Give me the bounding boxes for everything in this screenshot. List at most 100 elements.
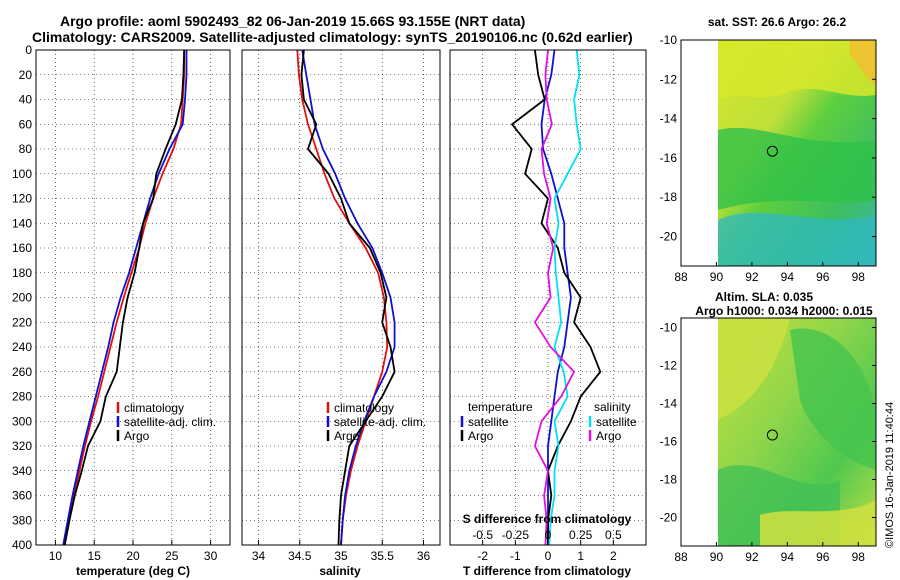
x-tick-label: 20 bbox=[126, 549, 140, 563]
top-tick-label: -0.25 bbox=[502, 528, 530, 542]
legend-label-argo: Argo bbox=[334, 429, 360, 443]
x-tick-label: 34 bbox=[252, 549, 266, 563]
sla-argo-marker bbox=[766, 429, 778, 441]
sst-orange-patch bbox=[850, 40, 876, 85]
salinity-panel: 34 34.5 35 35.5 36 salinity climatology sate… bbox=[241, 49, 441, 578]
map-y-tick-label: -16 bbox=[660, 151, 678, 165]
sst-map-panel: sat. SST: 26.6 Argo: 26.2 88 90 92 94 96 98 -1… bbox=[660, 15, 877, 284]
map-y-tick-label: -18 bbox=[660, 473, 678, 487]
map-y-tick-label: -12 bbox=[660, 359, 678, 373]
map-y-tick-label: -18 bbox=[660, 190, 678, 204]
temperature-series bbox=[62, 49, 188, 546]
legend-label-climatology: climatology bbox=[124, 401, 184, 415]
sst-warm-patch bbox=[718, 40, 876, 100]
series-line-salinity-satellite bbox=[548, 49, 582, 546]
legend-label-t-argo: Argo bbox=[468, 429, 494, 443]
difference-series bbox=[510, 49, 602, 546]
top-tick-label: -0.5 bbox=[472, 528, 493, 542]
sst-cool-patch bbox=[718, 212, 876, 266]
sla-map-ticks: 88 90 92 94 96 98 -10 -12 -14 -16 -18 -20 bbox=[660, 321, 876, 564]
x-tick-label: 35 bbox=[334, 549, 348, 563]
y-tick-label: 60 bbox=[19, 117, 33, 131]
map-x-tick-label: 92 bbox=[745, 270, 759, 284]
x-tick-label: 0 bbox=[545, 549, 552, 563]
y-tick-label: 240 bbox=[12, 340, 32, 354]
y-tick-label: 380 bbox=[12, 513, 32, 527]
figure-title-line2: Climatology: CARS2009. Satellite-adjuste… bbox=[32, 29, 633, 45]
difference-panel: -2 -1 0 1 2 -0.5 -0.25 0 0.25 0.5 S difference f… bbox=[449, 49, 647, 578]
map-x-tick-label: 96 bbox=[816, 270, 830, 284]
sla-map-panel: Altim. SLA: 0.035 Argo h1000: 0.034 h200… bbox=[660, 290, 877, 564]
map-x-tick-label: 98 bbox=[852, 550, 866, 564]
y-tick-label: 200 bbox=[12, 291, 32, 305]
sla-bottom-yellow bbox=[760, 500, 876, 546]
legend-label-satellite: satellite-adj. clim. bbox=[124, 415, 216, 429]
y-tick-label: 0 bbox=[25, 43, 32, 57]
temperature-grid bbox=[36, 49, 230, 546]
figure-title-line1: Argo profile: aoml 5902493_82 06-Jan-201… bbox=[60, 13, 525, 29]
series-line-salinity-argo bbox=[533, 49, 576, 546]
legend-label-climatology: climatology bbox=[334, 401, 394, 415]
map-x-tick-label: 92 bbox=[745, 550, 759, 564]
map-y-tick-label: -10 bbox=[660, 33, 678, 47]
top-tick-label: 0.5 bbox=[605, 528, 622, 542]
map-y-tick-label: -14 bbox=[660, 112, 678, 126]
series-line-temperature-satellite bbox=[540, 49, 572, 545]
map-x-tick-label: 90 bbox=[710, 550, 724, 564]
y-tick-label: 360 bbox=[12, 489, 32, 503]
legend-label-s-argo: Argo bbox=[596, 429, 622, 443]
x-tick-label: 35.5 bbox=[371, 549, 395, 563]
y-tick-label: 80 bbox=[19, 142, 33, 156]
y-tick-label: 180 bbox=[12, 266, 32, 280]
y-tick-label: 340 bbox=[12, 464, 32, 478]
sst-green-band bbox=[718, 127, 876, 210]
legend-label-s-satellite: satellite bbox=[596, 415, 637, 429]
temperature-x-label: temperature (deg C) bbox=[76, 564, 190, 578]
t-difference-label: T difference from climatology bbox=[463, 564, 631, 578]
y-tick-label: 120 bbox=[12, 192, 32, 206]
map-y-tick-label: -16 bbox=[660, 435, 678, 449]
y-tick-label: 300 bbox=[12, 414, 32, 428]
y-tick-label: 280 bbox=[12, 390, 32, 404]
x-tick-label: 25 bbox=[165, 549, 179, 563]
sst-map-frame bbox=[680, 39, 877, 267]
map-x-tick-label: 98 bbox=[852, 270, 866, 284]
map-y-tick-label: -14 bbox=[660, 397, 678, 411]
map-x-tick-label: 94 bbox=[781, 550, 795, 564]
salinity-x-ticks: 34 34.5 35 35.5 36 bbox=[252, 540, 431, 563]
sla-green-patch bbox=[790, 328, 876, 470]
salinity-difference-ticks: -0.5 -0.25 0 0.25 0.5 bbox=[472, 528, 622, 542]
series-line-temperature-argo bbox=[510, 49, 602, 545]
sla-yellow-patch bbox=[718, 318, 790, 420]
y-tick-label: 100 bbox=[12, 167, 32, 181]
map-x-tick-label: 94 bbox=[781, 270, 795, 284]
difference-grid bbox=[450, 49, 646, 546]
x-tick-label: 36 bbox=[417, 549, 431, 563]
series-line-argo bbox=[63, 49, 186, 546]
map-x-tick-label: 88 bbox=[674, 550, 688, 564]
map-x-tick-label: 88 bbox=[674, 270, 688, 284]
top-tick-label: 0 bbox=[545, 528, 552, 542]
s-difference-label: S difference from climatology bbox=[463, 512, 632, 526]
series-line-satellite-adj-clim- bbox=[62, 50, 188, 546]
sla-map-frame bbox=[680, 317, 877, 547]
y-tick-label: 40 bbox=[19, 93, 33, 107]
sla-map-title: Altim. SLA: 0.035 bbox=[715, 290, 813, 304]
y-tick-label: 320 bbox=[12, 439, 32, 453]
map-y-tick-label: -10 bbox=[660, 321, 678, 335]
y-tick-label: 20 bbox=[19, 68, 33, 82]
y-tick-label: 220 bbox=[12, 315, 32, 329]
map-y-tick-label: -12 bbox=[660, 72, 678, 86]
sst-argo-marker bbox=[766, 145, 778, 157]
salinity-grid bbox=[242, 49, 440, 546]
map-x-tick-label: 96 bbox=[816, 550, 830, 564]
series-line-satellite-adj-clim- bbox=[301, 49, 396, 546]
top-tick-label: 0.25 bbox=[569, 528, 593, 542]
x-tick-label: -2 bbox=[477, 549, 488, 563]
y-tick-label: 260 bbox=[12, 365, 32, 379]
difference-x-ticks: -2 -1 0 1 2 bbox=[477, 540, 617, 563]
map-x-tick-label: 90 bbox=[710, 270, 724, 284]
legend-label-argo: Argo bbox=[124, 429, 150, 443]
y-tick-label: 160 bbox=[12, 241, 32, 255]
map-y-tick-label: -20 bbox=[660, 511, 678, 525]
